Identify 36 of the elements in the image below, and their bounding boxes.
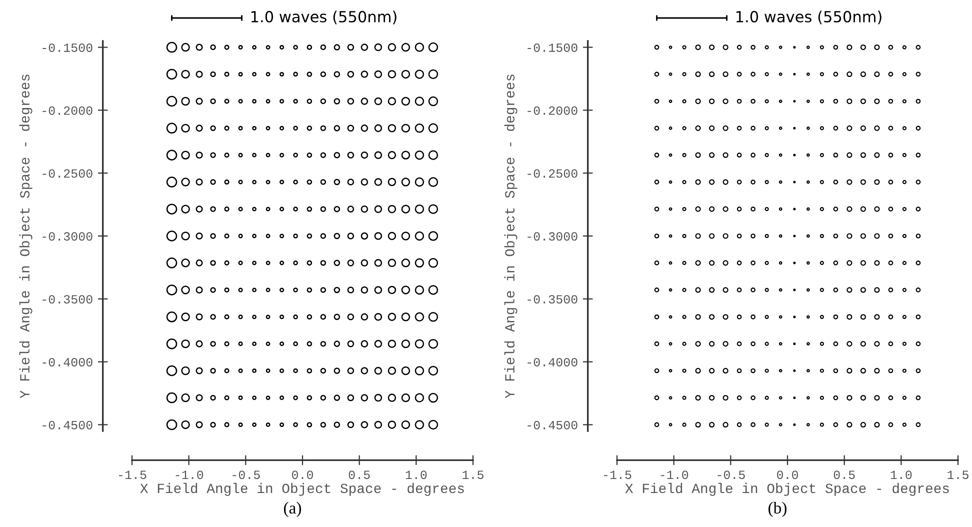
x-axis-title: X Field Angle in Object Space - degrees bbox=[625, 482, 949, 496]
y-tick-label: -0.1500 bbox=[42, 43, 92, 52]
y-tick-label: -0.3000 bbox=[42, 232, 92, 241]
y-tick-label: -0.2000 bbox=[528, 106, 578, 115]
y-tick-label: -0.3500 bbox=[42, 295, 92, 304]
x-tick-label: 0.0 bbox=[292, 470, 313, 480]
y-tick-label: -0.4000 bbox=[42, 358, 92, 366]
x-tick-label: 1.0 bbox=[406, 470, 427, 480]
x-tick-label: 0.5 bbox=[834, 470, 855, 480]
y-tick-label: -0.2500 bbox=[42, 169, 92, 178]
x-tick-label: 0.5 bbox=[348, 470, 370, 480]
x-axis-title: X Field Angle in Object Space - degrees bbox=[140, 482, 464, 496]
y-axis-title: Y Field Angle in Object Space - degrees bbox=[504, 74, 518, 398]
y-tick-label: -0.1500 bbox=[528, 43, 578, 52]
x-tick-label: 1.0 bbox=[890, 470, 912, 480]
text: (a) bbox=[284, 502, 302, 517]
x-tick-label: 1.5 bbox=[948, 470, 968, 480]
y-tick-label: -0.2000 bbox=[42, 106, 92, 115]
y-tick-label: -0.4500 bbox=[42, 420, 92, 430]
x-tick-label: -1.0 bbox=[660, 470, 688, 480]
x-tick-label: -0.5 bbox=[718, 470, 745, 480]
x-tick-label: -0.5 bbox=[232, 470, 260, 480]
y-tick-label: -0.3000 bbox=[528, 232, 578, 241]
x-tick-label: -1.5 bbox=[119, 470, 146, 480]
x-tick-label: -1.5 bbox=[604, 470, 632, 480]
text: 1.0 waves (550nm) bbox=[736, 10, 882, 24]
y-tick-label: -0.4000 bbox=[528, 358, 578, 366]
text: (b) bbox=[768, 502, 786, 517]
text: 1.0 waves (550nm) bbox=[251, 10, 396, 24]
y-axis-title: Y Field Angle in Object Space - degrees bbox=[19, 74, 32, 398]
x-tick-label: -1.0 bbox=[176, 470, 204, 480]
y-tick-label: -0.3500 bbox=[528, 295, 578, 304]
y-tick-label: -0.4500 bbox=[528, 420, 578, 430]
x-tick-label: 1.5 bbox=[462, 470, 484, 480]
x-tick-label: 0.0 bbox=[777, 470, 798, 480]
y-tick-label: -0.2500 bbox=[528, 169, 578, 178]
